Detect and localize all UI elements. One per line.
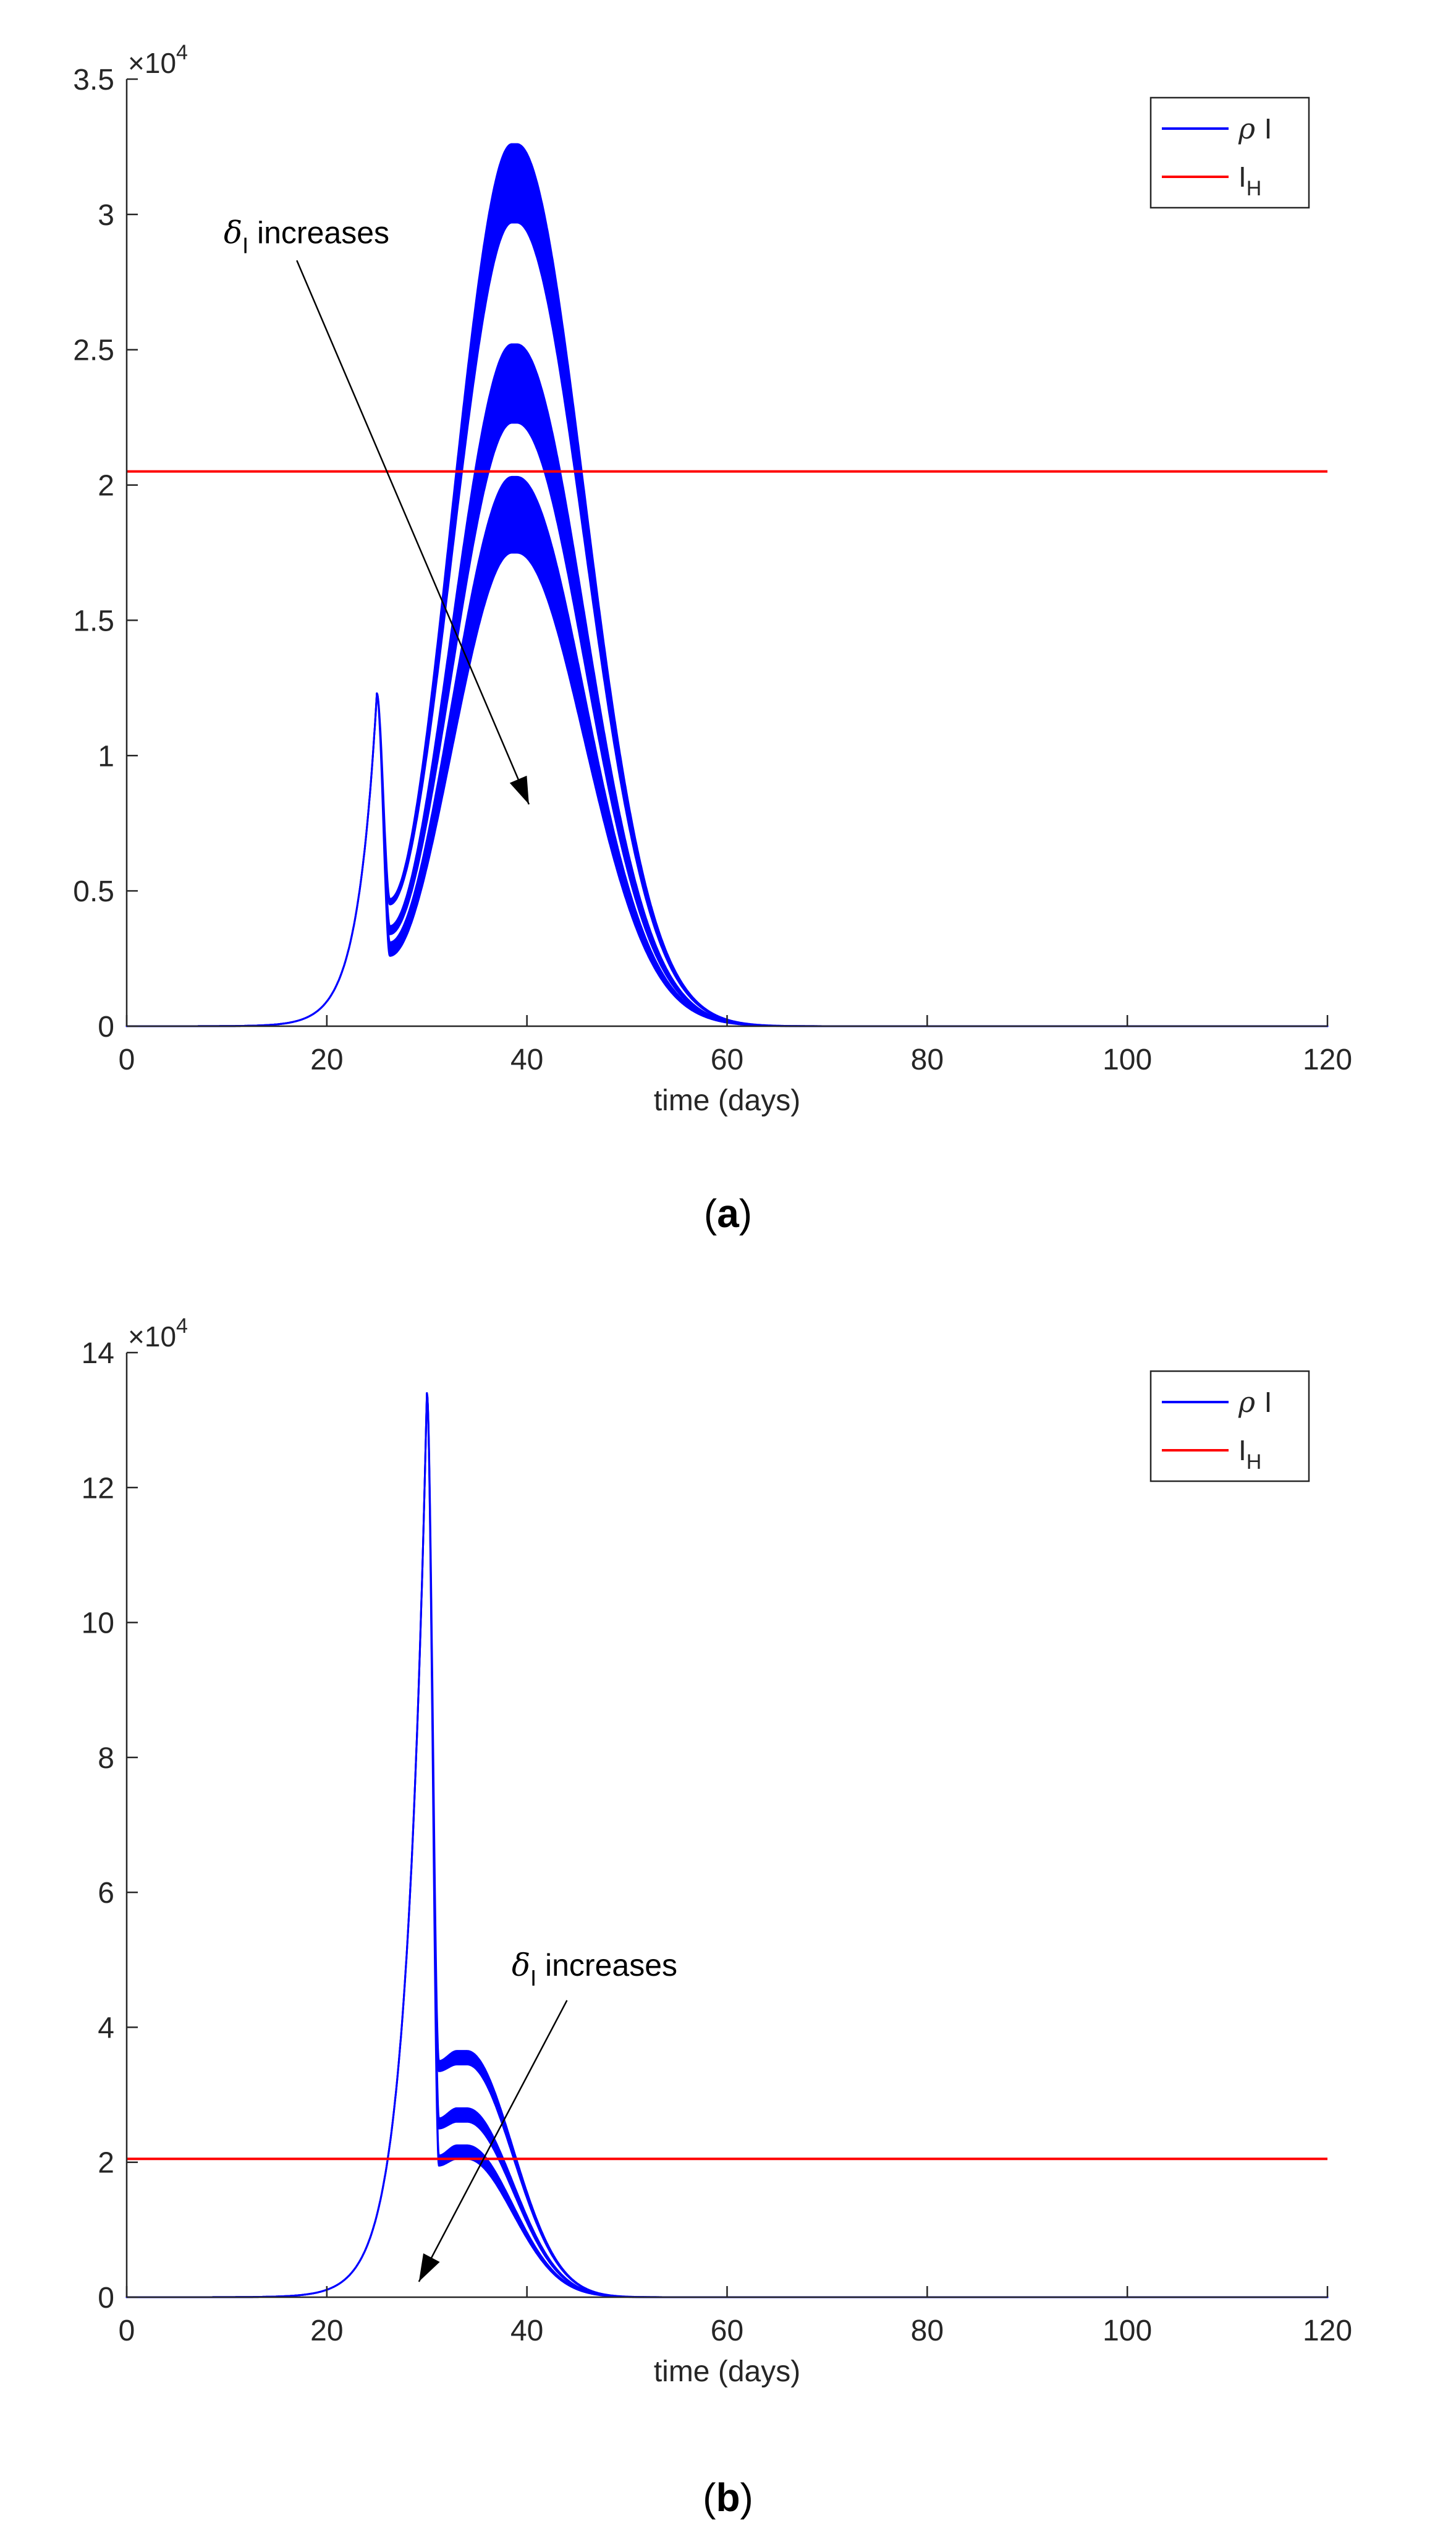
legend: ρ IIH — [1149, 1370, 1310, 1482]
legend-text: I — [1238, 161, 1246, 193]
panel-label-a: (a) — [704, 1191, 752, 1236]
legend-label-1: ρ I — [1238, 112, 1272, 145]
x-axis-label: time (days) — [654, 1084, 800, 1117]
y-axis-multiplier-exponent: 4 — [176, 1314, 188, 1338]
annotation-arrow-shaft — [418, 2000, 568, 2282]
y-tick-label: 6 — [98, 1877, 114, 1910]
panel-label-b-letter: b — [716, 2475, 740, 2520]
annotation-symbol: δ — [512, 1947, 530, 1983]
y-tick-label: 0.5 — [73, 875, 114, 908]
legend-text: I — [1238, 1434, 1246, 1466]
annotation-label: δI increases — [224, 215, 389, 258]
x-tick-label: 120 — [1303, 2315, 1352, 2347]
y-tick-label: 2 — [98, 2147, 114, 2180]
series-band-2 — [125, 1392, 1329, 2298]
y-tick-label: 2.5 — [73, 334, 114, 367]
x-tick-label: 20 — [310, 2315, 343, 2347]
y-axis-multiplier-exponent: 4 — [176, 41, 188, 64]
annotation-arrow-head — [509, 775, 529, 805]
y-tick-label: 2 — [98, 470, 114, 503]
chart-a: 0 20 40 60 80 100 120 0 0.5 1 1.5 2 2.5 3 3.5 ×104 time … — [73, 41, 1352, 1117]
y-tick-label: 0 — [98, 1011, 114, 1044]
legend: ρ IIH — [1149, 96, 1310, 209]
x-tick-label: 100 — [1103, 2315, 1152, 2347]
annotation-subscript: I — [242, 232, 248, 258]
x-tick-label: 0 — [119, 1044, 135, 1076]
series-band-3 — [125, 475, 1329, 1027]
x-tick-label: 40 — [510, 1044, 543, 1076]
y-tick-label: 1 — [98, 740, 114, 773]
y-tick-label: 0 — [98, 2282, 114, 2315]
x-tick-label: 0 — [119, 2315, 135, 2347]
annotation-arrow-head — [418, 2253, 440, 2282]
x-tick-label: 80 — [911, 2315, 944, 2347]
legend-text: I — [1264, 1386, 1272, 1418]
legend-symbol: ρ — [1238, 1385, 1264, 1419]
x-tick-label: 20 — [310, 1044, 343, 1076]
y-tick-label: 3 — [98, 199, 114, 232]
x-tick-label: 60 — [711, 1044, 743, 1076]
y-axis-multiplier: ×104 — [128, 41, 188, 79]
legend-box — [1149, 96, 1310, 209]
y-tick-label: 1.5 — [73, 605, 114, 637]
legend-subscript: H — [1246, 1450, 1262, 1474]
series-band-2 — [125, 343, 1329, 1027]
series-band-1 — [125, 143, 1329, 1027]
x-tick-label: 60 — [711, 2315, 743, 2347]
panel-label-a-letter: a — [717, 1191, 739, 1236]
legend-symbol: ρ — [1238, 112, 1264, 145]
y-tick-label: 10 — [82, 1607, 114, 1640]
annotation-arrow-shaft — [296, 260, 530, 805]
legend-label-2: IH — [1238, 161, 1261, 200]
y-tick-label: 12 — [82, 1472, 114, 1505]
legend-label-1: ρ I — [1238, 1385, 1272, 1419]
annotation-text: increases — [248, 215, 389, 250]
legend-box — [1149, 1370, 1310, 1482]
annotation-label: δI increases — [512, 1947, 677, 1991]
series-band-3 — [125, 1392, 1329, 2298]
x-tick-label: 120 — [1303, 1044, 1352, 1076]
annotation-symbol: δ — [224, 215, 242, 250]
series-band-1 — [125, 1392, 1329, 2298]
y-axis-multiplier: ×104 — [128, 1314, 188, 1353]
x-axis-label: time (days) — [654, 2355, 800, 2388]
legend-label-2: IH — [1238, 1434, 1261, 1474]
annotation-subscript: I — [530, 1965, 536, 1991]
y-tick-label: 14 — [82, 1337, 114, 1370]
annotation-text: increases — [536, 1948, 677, 1983]
panel-label-b: (b) — [703, 2475, 753, 2520]
legend-text: I — [1264, 113, 1272, 145]
y-tick-label: 3.5 — [73, 64, 114, 96]
y-tick-label: 8 — [98, 1742, 114, 1775]
y-tick-label: 4 — [98, 2012, 114, 2044]
legend-subscript: H — [1246, 177, 1262, 200]
chart-b: 0 20 40 60 80 100 120 0 2 4 6 8 10 12 14 ×104 time (days… — [82, 1314, 1352, 2388]
x-tick-label: 40 — [510, 2315, 543, 2347]
x-tick-label: 100 — [1103, 1044, 1152, 1076]
x-tick-label: 80 — [911, 1044, 944, 1076]
